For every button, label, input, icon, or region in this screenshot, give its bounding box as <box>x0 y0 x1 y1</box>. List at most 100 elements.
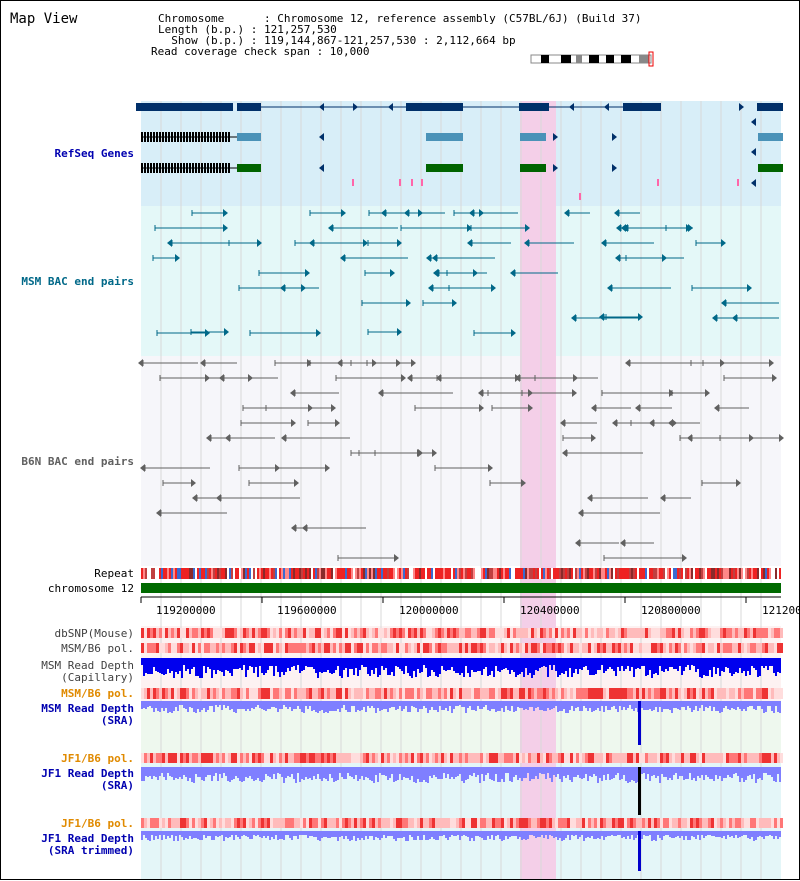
read-depth-bar <box>527 767 529 773</box>
polymorphism-cell <box>261 643 264 653</box>
read-depth-bar <box>383 767 385 775</box>
polymorphism-cell <box>240 818 243 828</box>
read-depth-bar <box>547 767 549 773</box>
polymorphism-cell <box>531 628 534 638</box>
repeat-segment <box>141 568 143 579</box>
repeat-segment <box>701 568 703 579</box>
read-depth-bar <box>675 658 677 669</box>
polymorphism-cell <box>708 643 711 653</box>
polymorphism-cell <box>333 818 336 828</box>
polymorphism-cell <box>453 643 456 653</box>
polymorphism-cell <box>510 818 513 828</box>
read-depth-bar <box>555 831 557 837</box>
read-depth-bar <box>161 831 163 840</box>
polymorphism-cell <box>276 688 279 699</box>
polymorphism-cell <box>201 688 204 699</box>
track-label-jf1-depth-sra[interactable]: JF1 Read Depth <box>41 767 134 780</box>
track-label-msm-b6-pol-2[interactable]: MSM/B6 pol. <box>61 687 134 700</box>
read-depth-bar <box>191 658 193 669</box>
polymorphism-cell <box>435 643 438 653</box>
read-depth-bar <box>485 831 487 840</box>
read-depth-bar <box>471 767 473 776</box>
polymorphism-cell <box>225 643 228 653</box>
polymorphism-cell <box>327 753 330 763</box>
read-depth-bar <box>635 701 637 708</box>
read-depth-bar <box>389 767 391 778</box>
track-label-refseq[interactable]: RefSeq Genes <box>54 147 134 160</box>
read-depth-bar <box>583 831 585 841</box>
polymorphism-cell <box>171 818 174 828</box>
polymorphism-cell <box>210 688 213 699</box>
read-depth-bar <box>685 658 687 667</box>
repeat-segment <box>143 568 145 579</box>
polymorphism-cell <box>522 818 525 828</box>
polymorphism-cell <box>723 818 726 828</box>
polymorphism-cell <box>327 643 330 653</box>
polymorphism-cell <box>756 628 759 638</box>
read-depth-bar <box>475 767 477 777</box>
read-depth-bar <box>377 767 379 782</box>
polymorphism-cell <box>246 688 249 699</box>
repeat-segment <box>313 568 315 579</box>
polymorphism-cell <box>156 818 159 828</box>
read-depth-bar <box>635 767 637 783</box>
polymorphism-cell <box>744 643 747 653</box>
read-depth-bar <box>323 658 325 672</box>
repeat-segment <box>185 568 187 579</box>
read-depth-bar <box>325 831 327 837</box>
track-label-dbsnp[interactable]: dbSNP(Mouse) <box>54 627 134 640</box>
polymorphism-cell <box>324 818 327 828</box>
polymorphism-cell <box>204 643 207 653</box>
polymorphism-cell <box>714 753 717 763</box>
read-depth-bar <box>161 701 163 708</box>
repeat-segment <box>267 568 269 579</box>
track-label-msm-b6-pol-1[interactable]: MSM/B6 pol. <box>61 642 134 655</box>
polymorphism-cell <box>174 753 177 763</box>
polymorphism-cell <box>450 628 453 638</box>
read-depth-bar <box>283 701 285 705</box>
track-label-chromosome[interactable]: chromosome 12 <box>47 582 134 595</box>
track-label-jf1-depth-trim[interactable]: JF1 Read Depth <box>41 832 134 845</box>
repeat-segment <box>293 568 295 579</box>
polymorphism-cell <box>582 643 585 653</box>
bac-end-arrow <box>167 239 172 247</box>
bac-end-arrow <box>515 374 520 382</box>
bac-end-arrow <box>705 389 710 397</box>
read-depth-bar <box>617 831 619 835</box>
polymorphism-cell <box>261 753 264 763</box>
read-depth-bar <box>435 767 437 777</box>
polymorphism-cell <box>771 818 774 828</box>
track-label-msm-bac[interactable]: MSM BAC end pairs <box>21 275 134 288</box>
read-depth-bar <box>591 767 593 777</box>
read-depth-bar <box>743 767 745 782</box>
track-label-jf1-b6-pol-1[interactable]: JF1/B6 pol. <box>61 752 134 765</box>
polymorphism-cell <box>456 818 459 828</box>
track-label-msm-depth-cap[interactable]: MSM Read Depth <box>41 659 134 672</box>
repeat-segment <box>205 568 207 579</box>
polymorphism-cell <box>687 818 690 828</box>
read-depth-bar <box>253 831 255 835</box>
read-depth-bar <box>225 831 227 837</box>
track-label-jf1-b6-pol-2[interactable]: JF1/B6 pol. <box>61 817 134 830</box>
track-label-repeat[interactable]: Repeat <box>94 567 134 580</box>
track-label-msm-depth-sra[interactable]: MSM Read Depth <box>41 702 134 715</box>
read-depth-bar <box>775 831 777 836</box>
polymorphism-cell <box>588 628 591 638</box>
polymorphism-cell <box>537 688 540 699</box>
read-depth-bar <box>247 658 249 670</box>
polymorphism-cell <box>240 628 243 638</box>
read-depth-bar <box>447 831 449 840</box>
read-depth-bar <box>651 658 653 678</box>
read-depth-bar <box>167 767 169 773</box>
polymorphism-cell <box>477 818 480 828</box>
track-label-b6n-bac[interactable]: B6N BAC end pairs <box>21 455 134 468</box>
polymorphism-cell <box>711 753 714 763</box>
read-depth-bar <box>233 658 235 669</box>
polymorphism-cell <box>291 643 294 653</box>
read-depth-bar <box>277 701 279 712</box>
read-depth-bar <box>273 767 275 774</box>
read-depth-bar <box>163 701 165 711</box>
repeat-segment <box>443 568 445 579</box>
read-depth-bar <box>505 767 507 773</box>
